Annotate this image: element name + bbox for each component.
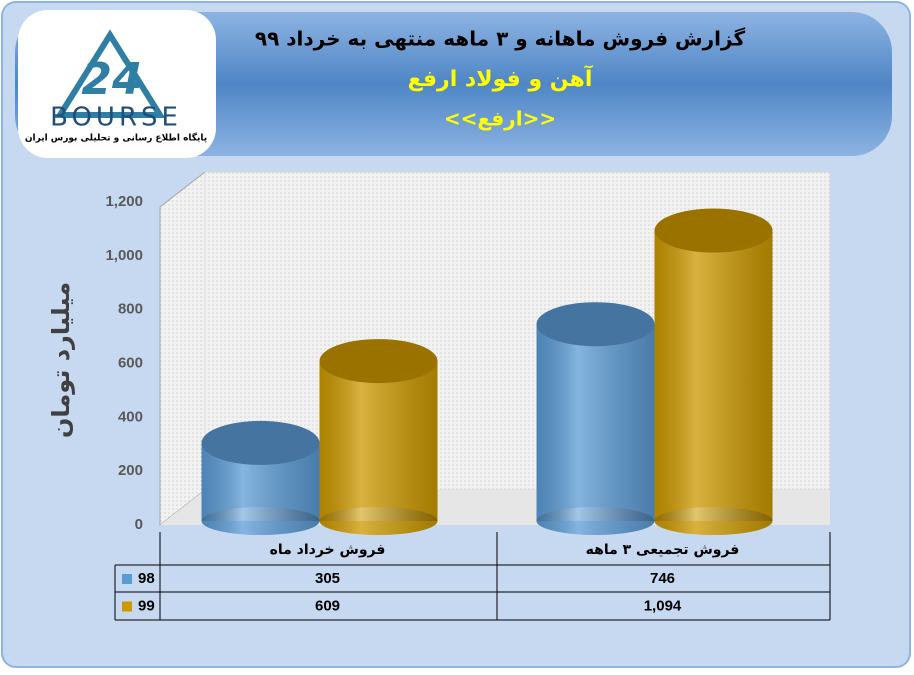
data-table bbox=[114, 532, 831, 621]
y-tick-label: 800 bbox=[118, 301, 143, 318]
table-value: 305 bbox=[315, 570, 340, 587]
y-tick-label: 1,000 bbox=[105, 247, 143, 264]
bar-top bbox=[319, 339, 438, 384]
table-value: 746 bbox=[650, 570, 675, 587]
logo-number: 24 bbox=[81, 54, 142, 105]
bar-base-shade bbox=[536, 507, 655, 535]
logo-shape bbox=[54, 29, 166, 118]
header-band bbox=[15, 12, 892, 156]
x-tick-label: فروش تجمیعی ۳ ماهه bbox=[586, 542, 740, 558]
chart-title: گزارش فروش ماهانه و ۳ ماهه منتهی به خردا… bbox=[255, 27, 746, 51]
legend-label: 99 bbox=[138, 597, 155, 614]
legend-label: 98 bbox=[138, 570, 155, 587]
bar-base-shade bbox=[654, 507, 773, 535]
bar-top bbox=[654, 208, 773, 253]
y-tick-label: 0 bbox=[135, 516, 143, 533]
bar-top-shade bbox=[201, 420, 320, 465]
table-value: 1,094 bbox=[644, 597, 682, 614]
bar-shade bbox=[536, 324, 655, 521]
chart-symbol: <<ارفع>> bbox=[444, 107, 556, 131]
bar-top bbox=[536, 302, 655, 347]
bar-top-shade bbox=[654, 208, 773, 253]
chart-subtitle: آهن و فولاد ارفع bbox=[408, 64, 593, 92]
bar-top-shade bbox=[536, 302, 655, 347]
bar-top bbox=[201, 420, 320, 465]
y-tick-label: 600 bbox=[118, 354, 143, 371]
side-wall bbox=[159, 170, 206, 527]
y-tick-label: 200 bbox=[118, 462, 143, 479]
bar-shade bbox=[319, 361, 438, 521]
legend-swatch bbox=[122, 601, 132, 612]
x-tick-label: فروش خرداد ماه bbox=[270, 542, 386, 558]
legend-swatch bbox=[122, 574, 132, 584]
y-axis-label: میلیارد تومان bbox=[47, 282, 75, 438]
bar-base-shade bbox=[201, 507, 320, 535]
bar-shade bbox=[654, 230, 773, 521]
y-tick-label: 400 bbox=[118, 408, 143, 425]
logo-box bbox=[18, 10, 216, 158]
logo-tagline: پایگاه اطلاع رسانی و تحلیلی بورس ایران bbox=[25, 132, 207, 144]
bar-top-shade bbox=[319, 339, 438, 384]
table-value: 609 bbox=[315, 597, 340, 614]
y-tick-label: 1,200 bbox=[105, 193, 143, 210]
bar-base-shade bbox=[319, 507, 438, 535]
logo-brand: BOURSE bbox=[50, 103, 182, 133]
